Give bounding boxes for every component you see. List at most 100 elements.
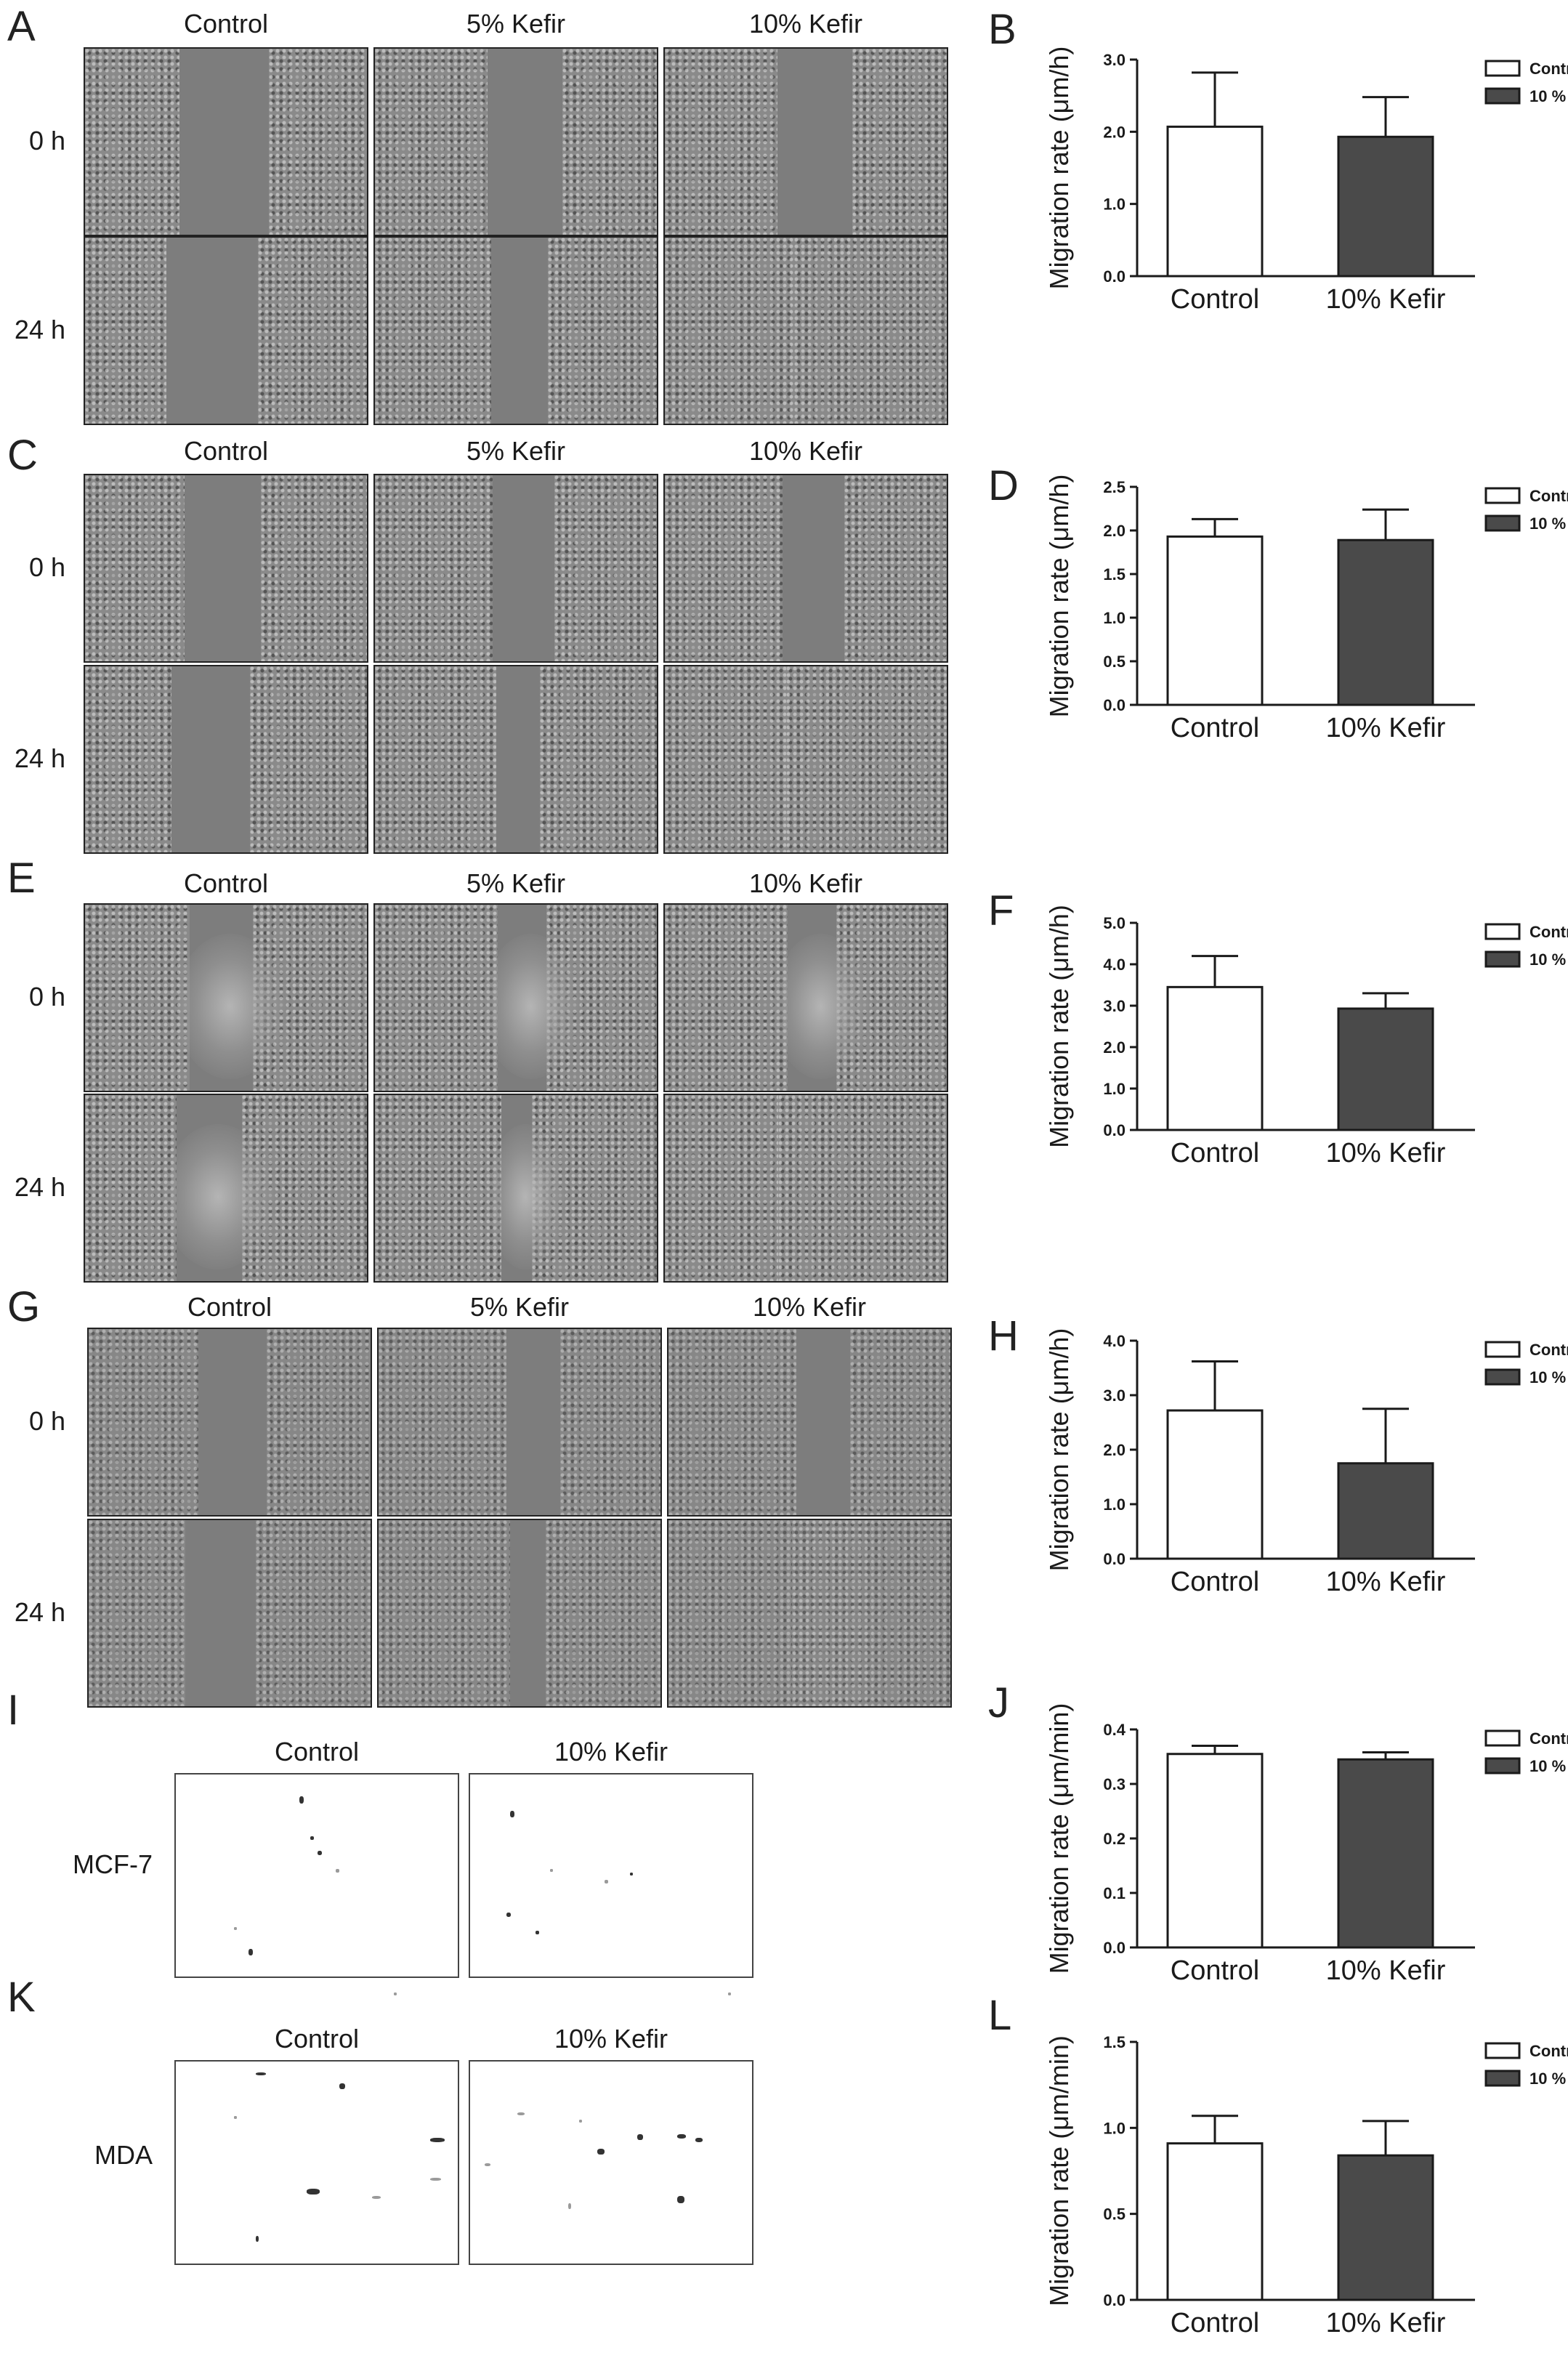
cell-layer-left [665, 475, 783, 661]
cell-layer-right [852, 49, 947, 235]
micrograph [84, 474, 368, 663]
y-tick-label: 1.0 [1103, 195, 1126, 214]
cell-layer-right [794, 238, 947, 424]
column-label: 10% Kefir [748, 436, 863, 466]
micrograph [663, 474, 948, 663]
micrograph [377, 1328, 662, 1517]
y-tick-label: 0.5 [1103, 653, 1126, 671]
panel-letter-a: A [7, 3, 36, 50]
y-tick-label: 4.0 [1103, 1332, 1126, 1350]
bar-chart-f: Migration rate (μm/h) 0.0 1.0 2.0 3.0 4.0 5.0 C… [1044, 905, 1568, 1168]
legend-swatch-kefir [1484, 1368, 1521, 1386]
cell-layer-right [267, 1329, 371, 1515]
micrograph [373, 665, 658, 854]
wound-gap [777, 49, 852, 235]
y-tick-label: 5.0 [1103, 914, 1126, 932]
cell-layer-right [261, 475, 367, 661]
wound-gap [493, 475, 554, 661]
migrated-cell [256, 2072, 266, 2075]
migrated-cell [630, 1873, 633, 1876]
migrated-cell [510, 1811, 514, 1817]
y-tick-label: 0.0 [1103, 696, 1126, 714]
x-tick-label: 10% Kefir [1326, 1567, 1446, 1597]
panel-letter-j: J [988, 1679, 1009, 1727]
legend-swatch-control [1484, 487, 1521, 504]
migrated-cell [430, 2178, 441, 2181]
cell-layer-right [256, 1520, 371, 1706]
legend-label-control: Control [1529, 487, 1568, 505]
x-tick-label: Control [1171, 713, 1260, 743]
cell-layer-left [665, 49, 777, 235]
y-tick-label: 1.5 [1103, 565, 1126, 584]
illumination-spot [175, 934, 285, 1079]
migrated-cell [318, 1851, 322, 1855]
wound-gap [783, 475, 844, 661]
y-axis-label: Migration rate (μm/h) [1044, 475, 1074, 718]
legend-label-kefir: 10 % Kefir [1529, 1368, 1568, 1386]
micrograph [87, 1328, 372, 1517]
column-label: 5% Kefir [466, 436, 566, 466]
panel-letter-e: E [7, 855, 36, 902]
y-tick-label: 0.0 [1103, 1939, 1126, 1957]
column-label: 10% Kefir [748, 868, 863, 898]
y-axis-label: Migration rate (μm/min) [1044, 2035, 1074, 2306]
bar-control [1166, 985, 1264, 1131]
cell-layer-right [546, 1520, 660, 1706]
cell-layer-right [258, 238, 367, 424]
cell-layer-left [375, 475, 493, 661]
cell-layer-right [844, 475, 947, 661]
y-tick-label: 0.0 [1103, 1121, 1126, 1139]
illumination-spot [162, 1124, 274, 1269]
cell-layer-right [850, 1329, 950, 1515]
time-label: 24 h [14, 1597, 65, 1627]
bar-control [1166, 2142, 1264, 2301]
y-tick-label: 0.0 [1103, 267, 1126, 286]
transwell-image [174, 2060, 459, 2265]
bar-kefir [1337, 1462, 1434, 1560]
bar-kefir [1337, 2154, 1434, 2301]
legend-swatch-kefir [1484, 1757, 1521, 1774]
bar-chart-h: Migration rate (μm/h) 0.0 1.0 2.0 3.0 4.0 Cont… [1044, 1328, 1568, 1597]
legend-label-kefir: 10 % Kefir [1529, 87, 1568, 105]
cell-line-label: MDA [94, 2140, 153, 2170]
migrated-cell [256, 2236, 259, 2242]
migrated-cell [517, 2112, 525, 2115]
y-tick-label: 2.0 [1103, 1038, 1126, 1057]
cell-layer-right [540, 666, 657, 852]
panel-letter-i: I [7, 1687, 20, 1734]
legend-label-control: Control [1529, 1729, 1568, 1748]
wound-gap [179, 49, 269, 235]
x-tick-label: 10% Kefir [1326, 2308, 1446, 2338]
migrated-cell [637, 2134, 643, 2140]
x-tick-label: Control [1171, 1138, 1260, 1168]
micrograph [377, 1519, 662, 1708]
migrated-cell [597, 2149, 605, 2155]
y-tick-label: 2.0 [1103, 1441, 1126, 1459]
y-tick-label: 0.3 [1103, 1775, 1126, 1793]
cell-layer-left [85, 49, 179, 235]
wound-gap [185, 1520, 256, 1706]
micrograph [663, 236, 948, 425]
y-tick-label: 1.0 [1103, 1495, 1126, 1514]
bar-kefir [1337, 135, 1434, 278]
time-label: 0 h [28, 552, 65, 582]
bar-control [1166, 1409, 1264, 1560]
column-label: Control [274, 2024, 360, 2054]
micrograph [84, 236, 368, 425]
legend-label-control: Control [1529, 2042, 1568, 2060]
y-tick-label: 0.4 [1103, 1721, 1126, 1739]
micrograph [663, 665, 948, 854]
transwell-image [469, 2060, 753, 2265]
legend-swatch-kefir [1484, 950, 1521, 968]
panel-letter-k: K [7, 1974, 36, 2021]
wound-gap [171, 666, 250, 852]
cell-layer-left [89, 1329, 198, 1515]
column-label: 10% Kefir [748, 9, 863, 39]
y-tick-label: 3.0 [1103, 51, 1126, 69]
x-tick-label: 10% Kefir [1326, 284, 1446, 315]
migrated-cell [536, 1931, 539, 1934]
y-tick-label: 1.0 [1103, 2119, 1126, 2137]
migrated-cell [728, 1992, 731, 1995]
y-tick-label: 0.2 [1103, 1830, 1126, 1848]
bar-chart-d: Migration rate (μm/h) 0.0 0.5 1.0 1.5 2.0 2.5 C… [1044, 475, 1568, 743]
